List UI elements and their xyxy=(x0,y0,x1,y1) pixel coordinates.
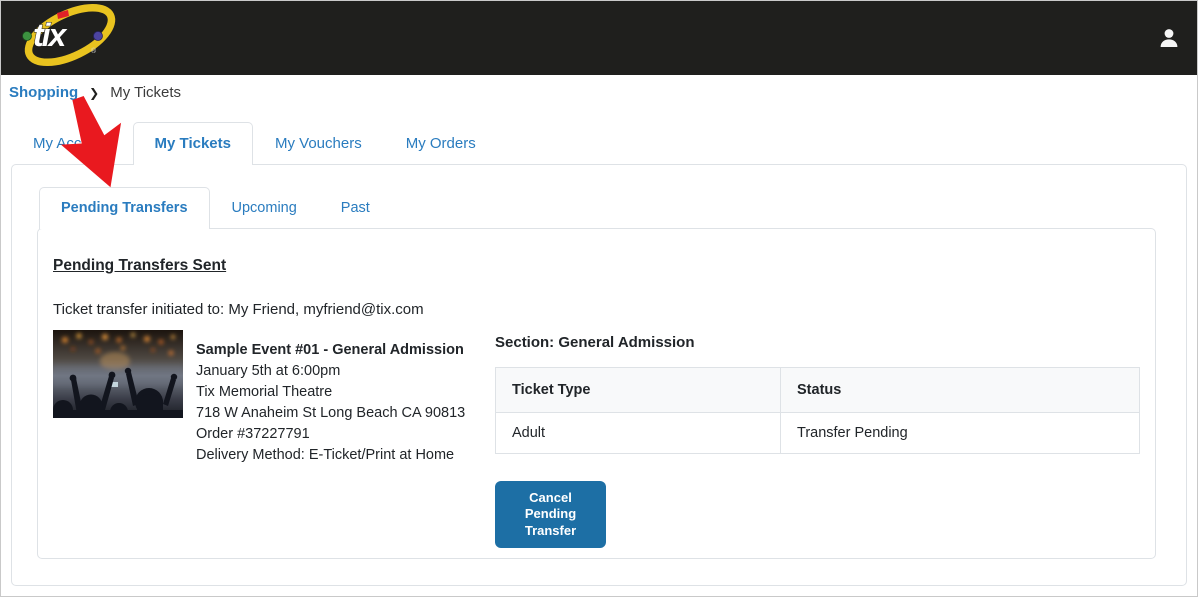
account-user-button[interactable] xyxy=(1157,26,1181,50)
tab-my-orders[interactable]: My Orders xyxy=(405,135,476,152)
tix-logo[interactable]: tix ® xyxy=(15,2,119,74)
table-header-row: Ticket Type Status xyxy=(495,367,1140,413)
transfer-event-row: Sample Event #01 - General Admission Jan… xyxy=(53,330,1140,548)
column-header-ticket-type: Ticket Type xyxy=(495,367,781,413)
event-details: Sample Event #01 - General Admission Jan… xyxy=(196,330,465,548)
event-summary: Sample Event #01 - General Admission Jan… xyxy=(53,330,495,548)
subtab-past[interactable]: Past xyxy=(340,200,370,216)
logo-registered-mark: ® xyxy=(91,47,97,55)
transfer-initiated-note: Ticket transfer initiated to: My Friend,… xyxy=(53,301,424,318)
tab-my-vouchers[interactable]: My Vouchers xyxy=(274,135,362,152)
breadcrumb-current: My Tickets xyxy=(110,84,182,101)
event-title: Sample Event #01 - General Admission xyxy=(196,342,464,358)
breadcrumb-shopping-link[interactable]: Shopping xyxy=(9,84,79,101)
tab-my-tickets[interactable]: My Tickets xyxy=(132,122,253,165)
tickets-subtabs: Pending Transfers Upcoming Past xyxy=(39,187,1186,229)
breadcrumb-separator-icon: ❯ xyxy=(89,85,100,100)
event-thumbnail xyxy=(53,330,183,418)
ticket-type-cell: Adult xyxy=(495,412,781,454)
subtab-pending-transfers[interactable]: Pending Transfers xyxy=(39,187,210,229)
table-row: Adult Transfer Pending xyxy=(495,412,1140,454)
my-tickets-panel: Pending Transfers Upcoming Past Pending … xyxy=(11,164,1187,586)
ticket-status-cell: Transfer Pending xyxy=(780,412,1140,454)
tab-my-account[interactable]: My Account xyxy=(33,135,111,152)
breadcrumb: Shopping ❯ My Tickets xyxy=(1,75,1197,101)
cancel-pending-transfer-button[interactable]: Cancel Pending Transfer xyxy=(495,481,606,548)
event-delivery-method: Delivery Method: E-Ticket/Print at Home xyxy=(196,447,455,463)
event-venue: Tix Memorial Theatre xyxy=(196,384,333,400)
tix-logo-icon: tix ® xyxy=(22,3,116,67)
section-label: Section: General Admission xyxy=(495,334,695,351)
event-datetime: January 5th at 6:00pm xyxy=(196,363,341,379)
person-icon xyxy=(1160,29,1178,47)
pending-transfers-panel: Pending Transfers Sent Ticket transfer i… xyxy=(37,228,1156,559)
logo-text: tix xyxy=(33,17,68,53)
main-tabs: My Account My Tickets My Vouchers My Ord… xyxy=(11,122,1187,165)
subtab-upcoming[interactable]: Upcoming xyxy=(231,200,297,216)
top-header: tix ® xyxy=(1,1,1197,75)
event-order-number: Order #37227791 xyxy=(196,426,310,442)
pending-transfers-sent-heading: Pending Transfers Sent xyxy=(53,257,227,274)
transfer-detail-column: Section: General Admission Ticket Type S… xyxy=(495,330,1140,548)
event-address: 718 W Anaheim St Long Beach CA 90813 xyxy=(196,405,466,421)
ticket-status-table: Ticket Type Status Adult Transfer Pendin… xyxy=(495,367,1140,454)
column-header-status: Status xyxy=(780,367,1140,413)
